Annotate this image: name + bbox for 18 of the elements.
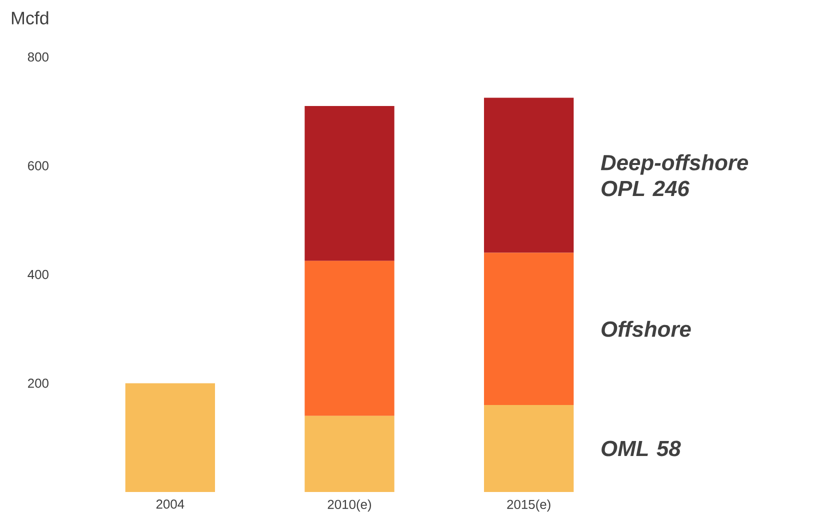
y-axis-title: Mcfd [12,11,48,24]
y-tick-label: 600 [28,161,48,170]
y-tick-label: 400 [28,270,48,280]
x-tick-label: 2015(e) [507,500,550,512]
series-label: Offshore [602,320,691,337]
series-label: OML 58 [602,440,681,456]
bar [484,98,574,253]
x-tick-label: 2004 [156,500,184,509]
bar [304,260,394,416]
bar [304,416,394,492]
x-tick-label: 2010(e) [328,500,372,512]
y-tick-label: 800 [28,52,48,62]
bar [125,383,215,492]
series-label: Deep-offshore OPL 246 [600,154,748,196]
bar [484,252,574,405]
bar [484,405,574,492]
bar [304,106,394,261]
y-tick-label: 200 [28,378,48,388]
